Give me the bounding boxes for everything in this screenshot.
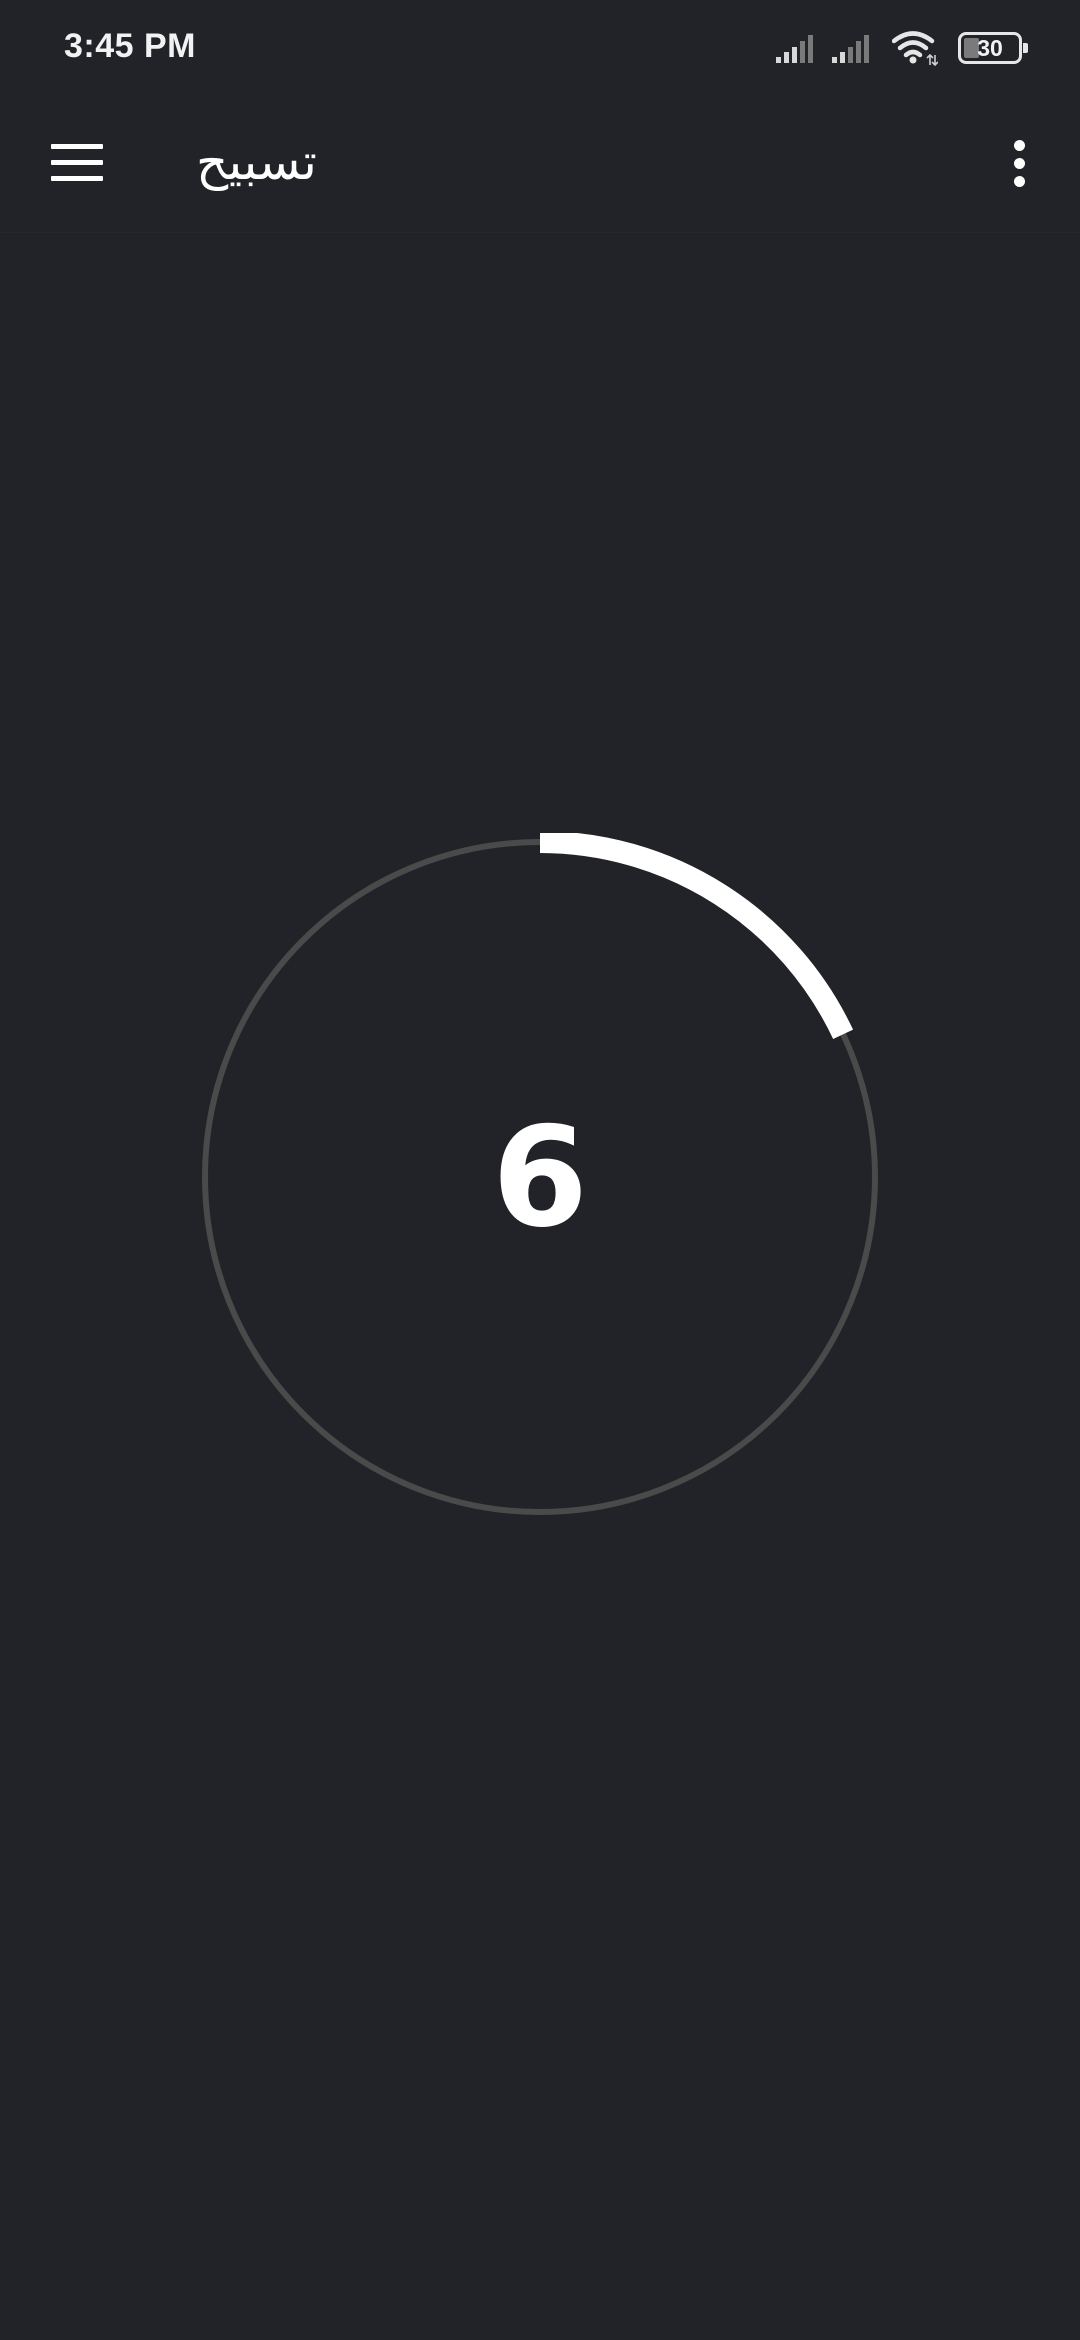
battery-icon: 30 xyxy=(958,32,1028,64)
status-icons: 30 xyxy=(776,30,1028,66)
signal-icon xyxy=(832,35,869,63)
app-bar: تسبيح xyxy=(0,96,1080,233)
progress-ring xyxy=(202,833,878,1515)
counter-value: 6 xyxy=(491,1096,589,1258)
progress-arc xyxy=(539,833,854,1040)
wifi-icon xyxy=(892,31,938,66)
battery-percentage: 30 xyxy=(977,35,1003,61)
menu-icon xyxy=(51,144,103,182)
status-bar: 3:45 PM 30 xyxy=(0,0,1080,96)
signal-icon xyxy=(776,35,813,63)
tasbih-counter[interactable]: 6 xyxy=(196,833,884,1521)
battery-level-fill xyxy=(964,38,979,58)
battery-nub xyxy=(1023,43,1028,53)
more-vertical-icon-dot xyxy=(1013,157,1025,169)
menu-button[interactable] xyxy=(42,128,112,198)
more-vertical-icon-dot xyxy=(1013,175,1025,187)
more-vertical-icon-dot xyxy=(1013,139,1025,151)
more-options-button[interactable] xyxy=(984,128,1054,198)
page-title: تسبيح xyxy=(196,133,317,191)
status-time: 3:45 PM xyxy=(64,27,196,65)
